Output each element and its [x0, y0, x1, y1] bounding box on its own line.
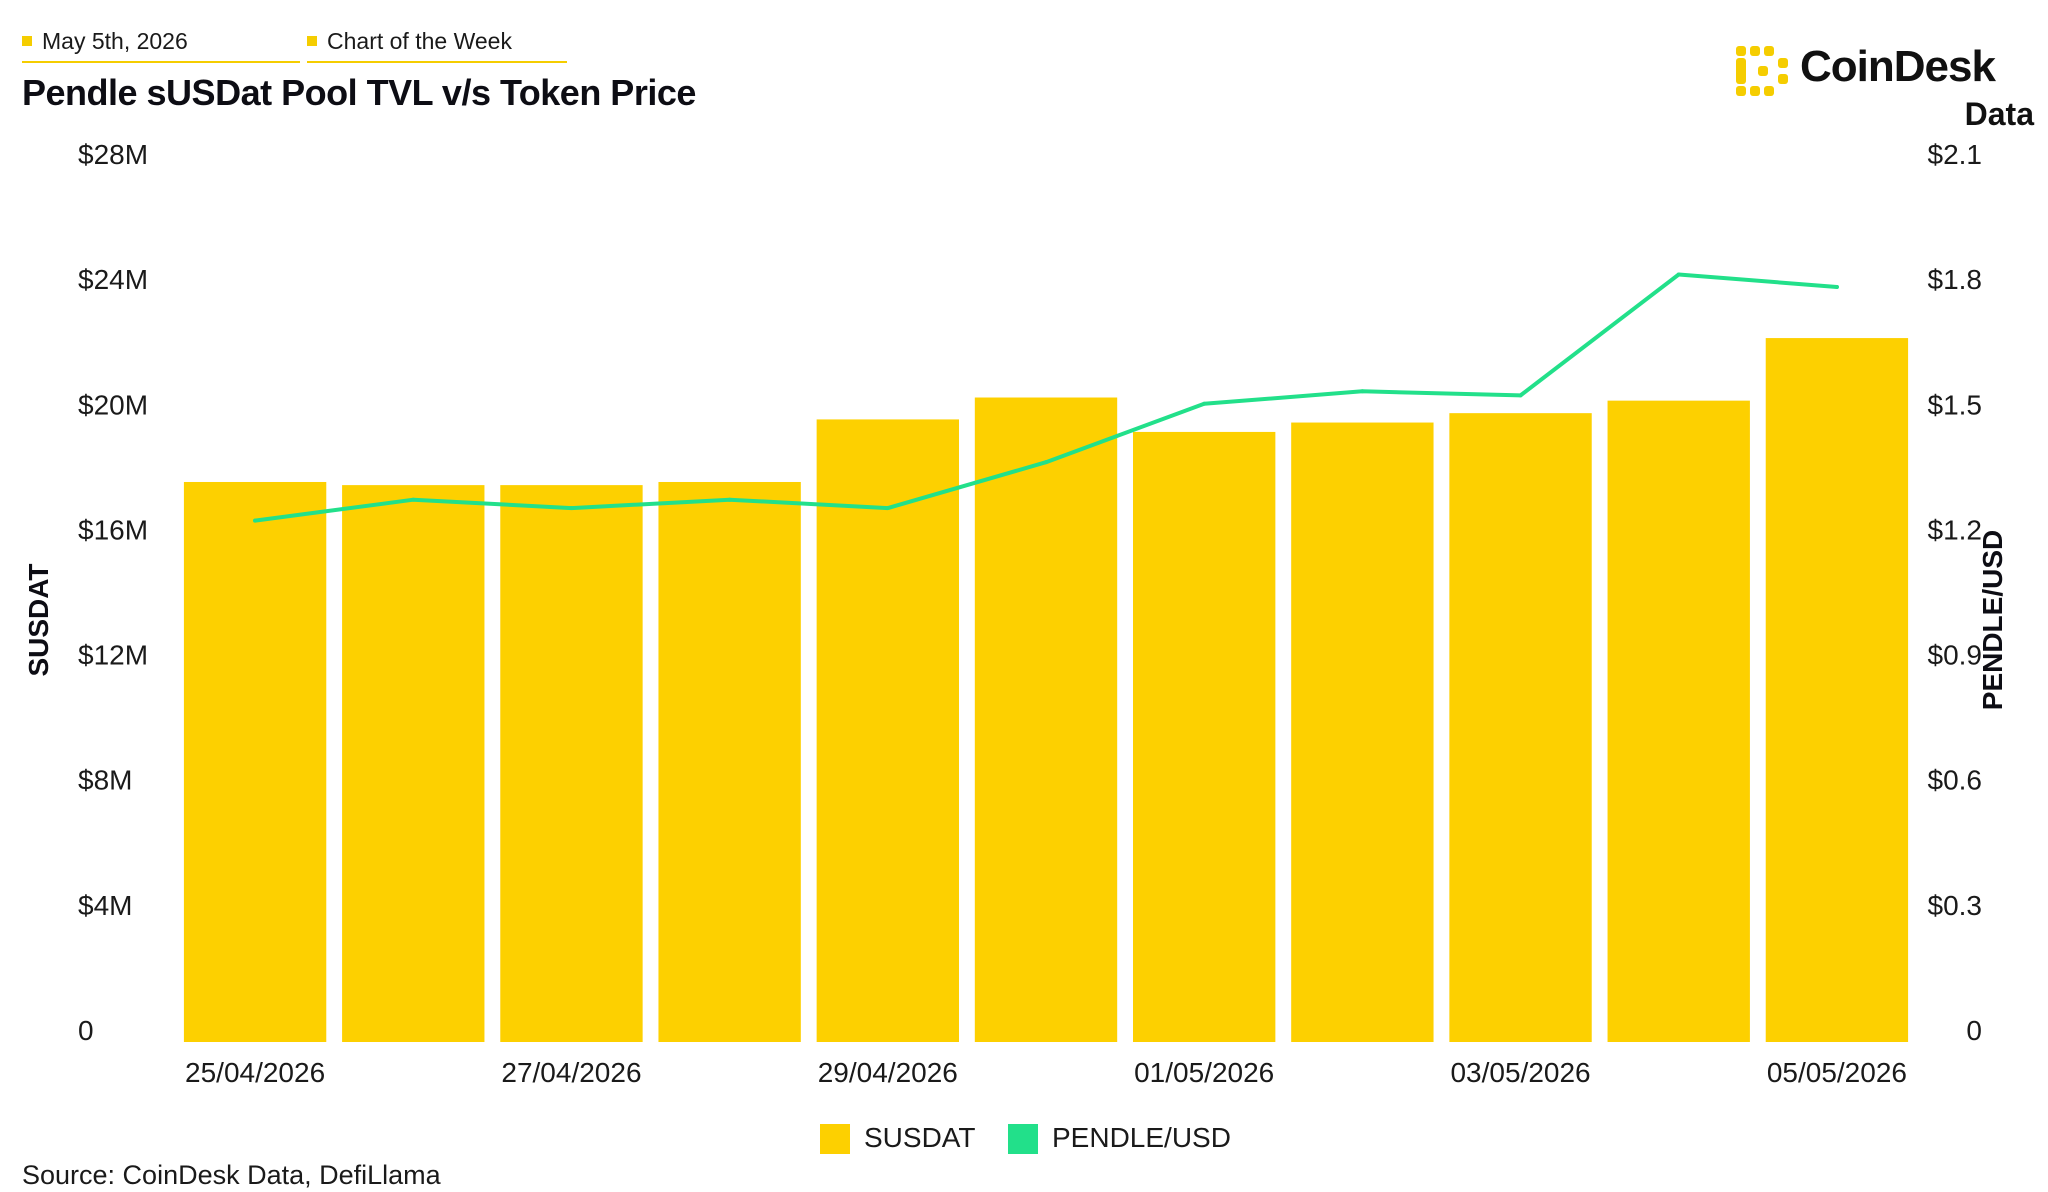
right-tick-label: 0	[1966, 1015, 1982, 1046]
x-tick-label: 01/05/2026	[1134, 1057, 1274, 1088]
point-pendle-usd	[885, 506, 890, 511]
brand-sub: Data	[1964, 96, 2034, 132]
left-axis-ticks: 0 $4M $8M $12M $16M $20M $24M $28M	[78, 139, 148, 1046]
point-pendle-usd	[1518, 393, 1523, 398]
left-tick-label: 0	[78, 1015, 94, 1046]
right-tick-label: $1.8	[1928, 264, 1983, 295]
bar-susdat	[974, 397, 1118, 1042]
point-pendle-usd	[1202, 401, 1207, 406]
point-pendle-usd	[1676, 272, 1681, 277]
right-axis-label: PENDLE/USD	[1977, 530, 2008, 710]
legend-label-pendle-usd: PENDLE/USD	[1052, 1122, 1231, 1153]
right-tick-label: $0.3	[1928, 890, 1983, 921]
point-pendle-usd	[727, 497, 732, 502]
chart-title: Pendle sUSDat Pool TVL v/s Token Price	[22, 72, 696, 113]
bar-susdat	[658, 481, 801, 1042]
source-note: Source: CoinDesk Data, DefiLlama	[22, 1160, 441, 1190]
tag-square-icon	[22, 36, 32, 46]
bar-susdat	[1449, 413, 1592, 1043]
left-tick-label: $20M	[78, 389, 148, 420]
date-tag-text: May 5th, 2026	[42, 28, 188, 54]
point-pendle-usd	[1360, 389, 1365, 394]
left-tick-label: $8M	[78, 765, 132, 796]
x-axis-ticks: 25/04/2026 27/04/2026 29/04/2026 01/05/2026…	[185, 1057, 1907, 1088]
right-tick-label: $0.6	[1928, 765, 1983, 796]
x-tick-label: 03/05/2026	[1450, 1057, 1590, 1088]
point-pendle-usd	[411, 497, 416, 502]
legend-swatch-susdat	[820, 1124, 850, 1154]
right-tick-label: $1.5	[1928, 389, 1983, 420]
coindesk-logo-icon	[1736, 46, 1788, 96]
brand-name: CoinDesk	[1800, 42, 1996, 91]
date-tag: May 5th, 2026	[22, 28, 300, 63]
brand-logo: CoinDesk Data	[1734, 40, 2034, 135]
bar-susdat	[1607, 400, 1750, 1043]
bar-susdat	[1133, 431, 1276, 1042]
bar-susdat	[1291, 422, 1434, 1042]
bar-susdat	[183, 481, 327, 1042]
bar-susdat	[500, 485, 643, 1043]
right-tick-label: $2.1	[1928, 139, 1983, 170]
bar-susdat	[1765, 338, 1909, 1043]
x-tick-label: 29/04/2026	[818, 1057, 958, 1088]
point-pendle-usd	[1044, 460, 1048, 465]
left-tick-label: $16M	[78, 514, 148, 545]
left-tick-label: $12M	[78, 640, 148, 671]
left-axis-label: SUSDAT	[23, 563, 54, 676]
left-tick-label: $28M	[78, 139, 148, 170]
point-pendle-usd	[253, 518, 258, 523]
x-tick-label: 27/04/2026	[501, 1057, 641, 1088]
x-tick-label: 05/05/2026	[1767, 1057, 1907, 1088]
point-pendle-usd	[1834, 284, 1839, 289]
legend-swatch-pendle-usd	[1008, 1124, 1038, 1154]
line-series-pendle-usd	[253, 272, 1839, 523]
left-tick-label: $24M	[78, 264, 148, 295]
left-tick-label: $4M	[78, 890, 132, 921]
right-axis-ticks: 0 $0.3 $0.6 $0.9 $1.2 $1.5 $1.8 $2.1	[1928, 139, 1983, 1046]
series-tag-text: Chart of the Week	[327, 28, 512, 54]
point-pendle-usd	[569, 506, 574, 511]
bar-susdat	[816, 419, 959, 1042]
x-tick-label: 25/04/2026	[185, 1057, 325, 1088]
legend-label-susdat: SUSDAT	[864, 1122, 976, 1153]
right-tick-label: $0.9	[1928, 640, 1983, 671]
tag-square-icon	[307, 36, 317, 46]
series-tag: Chart of the Week	[307, 28, 567, 63]
right-tick-label: $1.2	[1928, 514, 1983, 545]
bar-series-susdat	[183, 338, 1909, 1043]
bar-susdat	[342, 485, 485, 1043]
